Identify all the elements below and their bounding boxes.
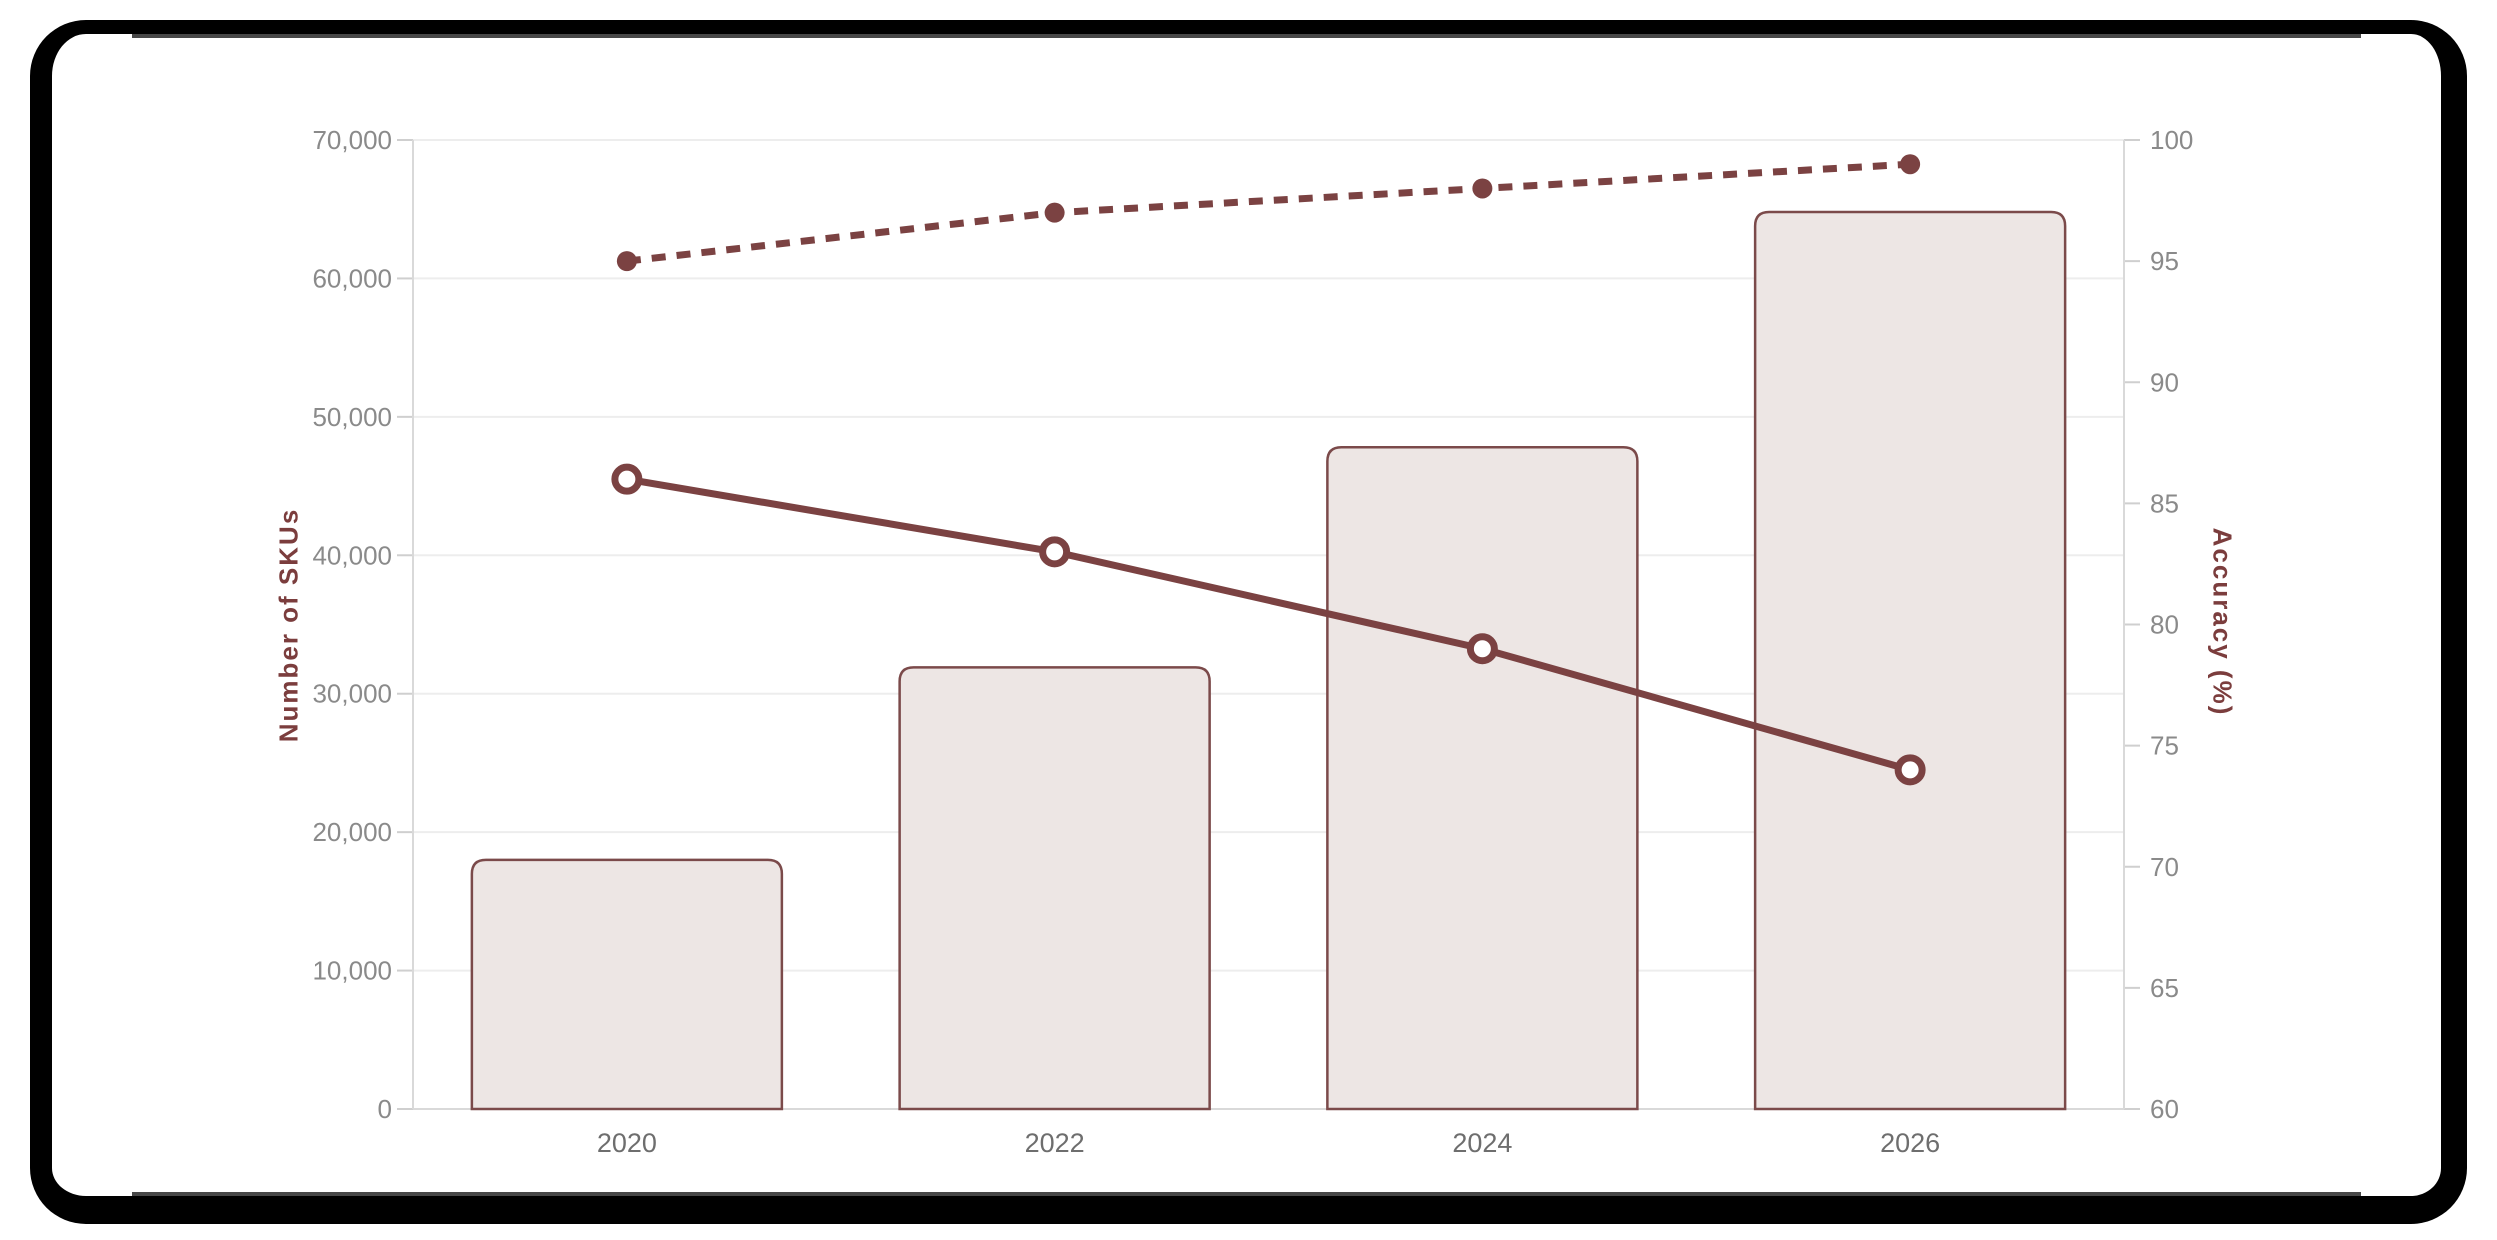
left-axis-tick-label: 20,000 [312, 817, 392, 847]
left-axis-tick-label: 10,000 [312, 956, 392, 986]
left-axis-tick-label: 40,000 [312, 540, 392, 570]
accuracy-solid-point [1466, 633, 1498, 665]
right-axis-tick-label: 75 [2150, 731, 2179, 761]
left-axis-title: Number of SKUs [273, 507, 304, 743]
sku-bar [1326, 446, 1639, 1111]
right-axis-tick-label: 95 [2150, 246, 2179, 276]
left-axis-tick-label: 50,000 [312, 402, 392, 432]
accuracy-dashed-point [1044, 202, 1065, 223]
accuracy-solid-point [1039, 536, 1071, 568]
left-axis-tick-label: 70,000 [312, 125, 392, 155]
sku-bar [470, 858, 784, 1111]
x-axis-tick-label: 2020 [597, 1128, 657, 1158]
right-axis-tick-label: 65 [2150, 973, 2179, 1003]
x-axis-tick-label: 2026 [1880, 1128, 1940, 1158]
right-axis-tick-label: 70 [2150, 852, 2179, 882]
right-axis-tick-label: 85 [2150, 488, 2179, 518]
left-axis-tick-label: 30,000 [312, 679, 392, 709]
sku-bar [1753, 210, 2067, 1111]
sku-bar [898, 666, 1211, 1111]
right-axis-tick-label: 80 [2150, 610, 2179, 640]
accuracy-solid-line [626, 475, 1912, 774]
accuracy-dashed-point [1900, 154, 1921, 175]
x-axis-tick-label: 2024 [1452, 1128, 1512, 1158]
right-axis-tick-label: 60 [2150, 1094, 2179, 1124]
left-axis-tick-label: 60,000 [312, 263, 392, 293]
accuracy-dashed-point [1472, 178, 1493, 199]
left-axis-tick-label: 0 [378, 1094, 392, 1124]
right-axis-title: Accuracy (%) [2207, 527, 2238, 717]
right-axis-tick-label: 90 [2150, 367, 2179, 397]
x-axis-tick-label: 2022 [1025, 1128, 1085, 1158]
accuracy-dashed-line [626, 160, 1911, 265]
accuracy-solid-point [611, 463, 643, 495]
right-axis-tick-label: 100 [2150, 125, 2193, 155]
accuracy-solid-point [1894, 754, 1926, 786]
accuracy-dashed-point [616, 251, 637, 272]
